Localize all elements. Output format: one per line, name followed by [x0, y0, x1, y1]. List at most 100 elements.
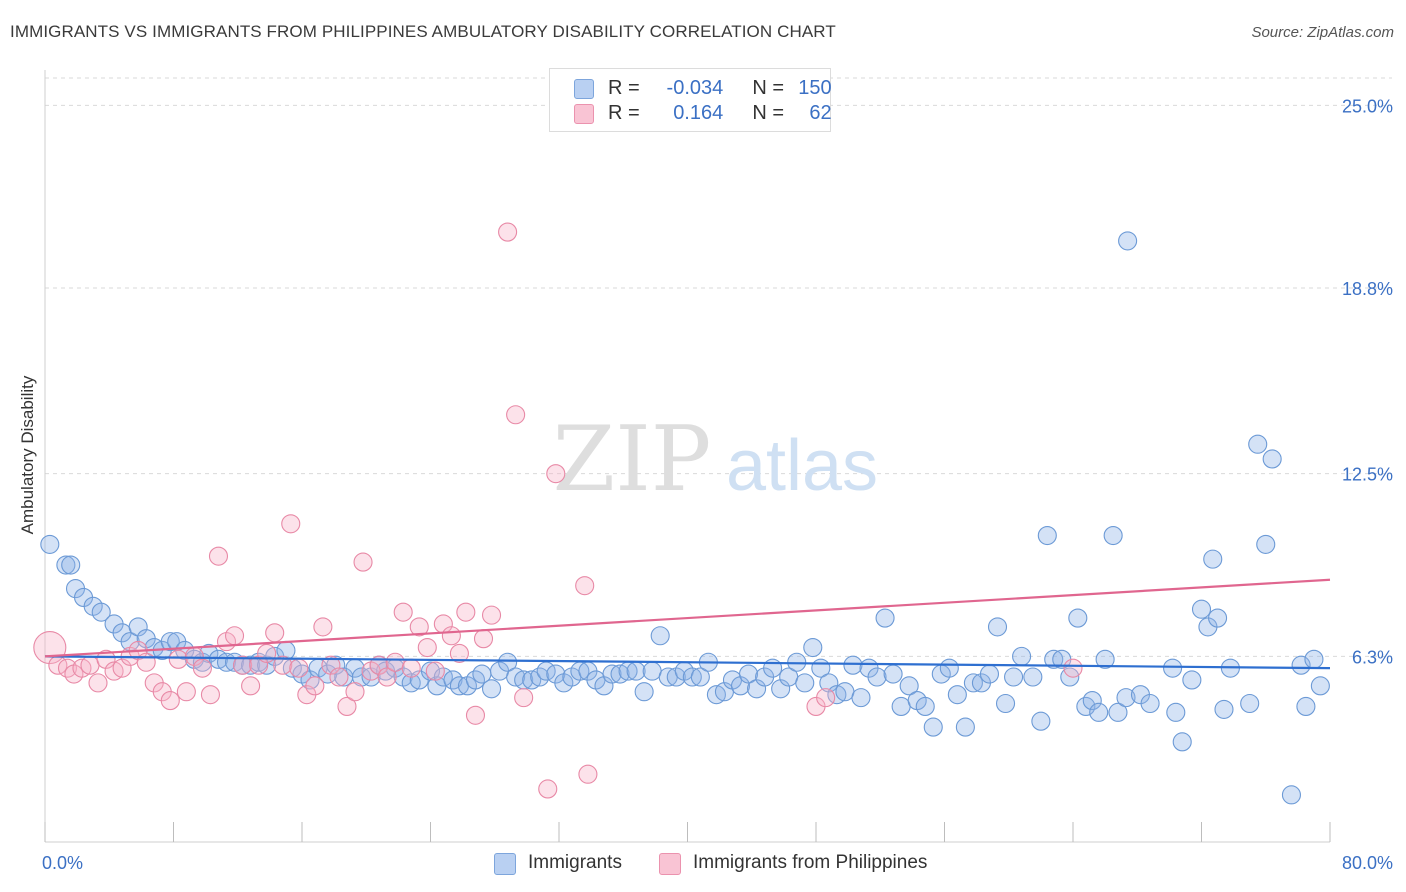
- data-point: [449, 643, 469, 663]
- y-tick-label: 12.5%: [1342, 465, 1393, 485]
- data-point: [456, 602, 476, 622]
- data-point: [1163, 658, 1183, 678]
- data-point: [995, 693, 1016, 714]
- watermark-atlas: atlas: [726, 426, 878, 506]
- legend-r-label: R =: [608, 77, 640, 99]
- data-point: [1023, 667, 1043, 687]
- data-point: [1304, 649, 1324, 669]
- y-axis-title: Ambulatory Disability: [18, 375, 37, 535]
- data-point: [441, 626, 461, 646]
- data-point: [233, 655, 253, 675]
- legend-r-label: R =: [608, 102, 640, 124]
- data-point: [1296, 696, 1316, 717]
- trend-line-0: [44, 655, 1331, 670]
- data-point: [1240, 693, 1260, 714]
- data-point: [136, 652, 156, 672]
- data-point: [1191, 599, 1212, 619]
- data-point: [88, 673, 108, 693]
- data-point: [61, 555, 81, 575]
- data-point: [602, 664, 622, 684]
- data-point: [1103, 526, 1123, 546]
- data-point: [1116, 688, 1136, 708]
- data-point: [417, 637, 437, 658]
- data-point: [192, 658, 212, 678]
- data-point: [257, 643, 277, 663]
- data-point: [80, 655, 100, 675]
- data-point: [1004, 667, 1024, 687]
- y-tick-label: 25.0%: [1342, 96, 1393, 116]
- data-point: [963, 673, 983, 693]
- data-point: [425, 661, 445, 681]
- data-point: [1063, 658, 1083, 678]
- trend-line-1: [44, 578, 1331, 658]
- data-point: [224, 626, 245, 646]
- data-point: [273, 655, 293, 675]
- data-point: [1182, 670, 1202, 690]
- data-point: [498, 222, 518, 242]
- data-point: [738, 664, 759, 684]
- data-point: [1262, 449, 1282, 469]
- data-point: [1140, 693, 1160, 714]
- data-point: [546, 464, 566, 484]
- data-point: [401, 658, 421, 678]
- legend-n-label: N =: [752, 77, 785, 99]
- trend-lines: [44, 578, 1331, 670]
- series-swatch-pink: [659, 853, 681, 875]
- data-point: [241, 676, 261, 696]
- data-point: [1089, 702, 1109, 722]
- data-point: [1068, 608, 1088, 628]
- data-point: [763, 658, 783, 678]
- data-point: [1037, 526, 1057, 546]
- data-point: [200, 685, 220, 705]
- data-point: [947, 685, 967, 705]
- series-1-points: [33, 222, 1083, 799]
- data-point: [514, 688, 534, 708]
- data-point: [1012, 646, 1032, 666]
- series-legend: Immigrants Immigrants from Philippines: [0, 852, 1406, 878]
- data-point: [1172, 732, 1192, 752]
- data-point: [843, 655, 863, 675]
- data-point: [955, 717, 975, 737]
- data-point: [353, 552, 373, 572]
- data-point: [481, 605, 502, 625]
- series-legend-label: Immigrants from Philippines: [693, 852, 928, 873]
- data-point: [385, 652, 405, 672]
- series-0-points: [40, 231, 1330, 805]
- data-point: [160, 632, 180, 652]
- data-point: [1203, 549, 1223, 569]
- data-point: [393, 602, 413, 622]
- data-point: [1281, 785, 1301, 805]
- data-point: [650, 626, 670, 646]
- data-point: [915, 696, 935, 717]
- data-point: [1256, 534, 1276, 554]
- data-point: [337, 696, 357, 717]
- data-point: [506, 405, 526, 425]
- tick-labels: 6.3% 12.5% 18.8% 25.0% 0.0% 80.0%: [42, 96, 1393, 873]
- y-tick-label: 18.8%: [1342, 279, 1393, 299]
- data-point: [1208, 608, 1228, 628]
- legend-n-label: N =: [752, 102, 785, 124]
- data-point: [265, 623, 285, 643]
- data-point: [642, 661, 662, 681]
- data-point: [1031, 711, 1051, 731]
- data-point: [208, 546, 229, 566]
- data-points: [33, 222, 1330, 805]
- data-point: [345, 682, 365, 702]
- watermark-zip: ZIP: [553, 407, 712, 512]
- data-point: [883, 664, 903, 684]
- data-point: [899, 676, 919, 696]
- chart-title: IMMIGRANTS VS IMMIGRANTS FROM PHILIPPINE…: [10, 22, 836, 41]
- data-point: [575, 576, 595, 596]
- data-point: [979, 664, 1000, 684]
- data-point: [867, 667, 887, 687]
- y-tick-label: 6.3%: [1352, 647, 1393, 667]
- data-point: [795, 673, 815, 693]
- data-point: [1082, 691, 1102, 711]
- data-point: [987, 617, 1008, 637]
- data-point: [690, 667, 710, 687]
- x-tick-label-min: 0.0%: [42, 853, 83, 873]
- data-point: [1108, 702, 1128, 722]
- data-point: [56, 555, 76, 575]
- data-point: [409, 617, 429, 637]
